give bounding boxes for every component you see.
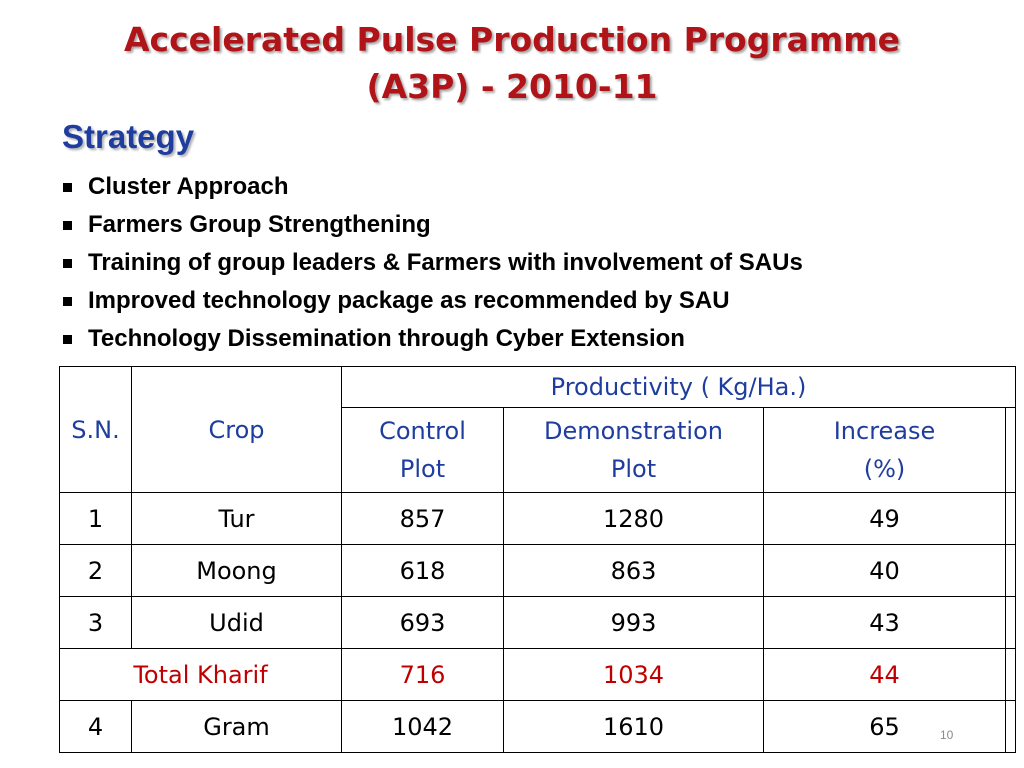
table-row-total: Total Kharif 716 1034 44: [59, 648, 1017, 701]
cell-spacer: [1004, 596, 1017, 649]
cell-demo: 1610: [503, 700, 764, 753]
cell-spacer: [1004, 700, 1017, 753]
cell-increase: 65: [763, 700, 1006, 753]
header-control-line2: Plot: [399, 455, 446, 483]
cell-increase: 44: [763, 648, 1006, 701]
header-productivity: Productivity ( Kg/Ha.): [340, 366, 1017, 408]
table-row: 4 Gram 1042 1610 65: [59, 700, 1017, 753]
cell-control: 618: [341, 544, 504, 597]
strategy-list: Cluster Approach Farmers Group Strengthe…: [62, 168, 803, 358]
cell-crop: Moong: [131, 544, 342, 597]
strategy-heading: Strategy: [62, 118, 195, 155]
list-item: Technology Dissemination through Cyber E…: [62, 320, 803, 358]
list-item-text: Training of group leaders & Farmers with…: [88, 249, 803, 276]
header-demonstration-plot: Demonstration Plot: [503, 407, 764, 493]
square-bullet-icon: [63, 259, 72, 268]
table-row: 2 Moong 618 863 40: [59, 544, 1017, 597]
cell-sn: 4: [59, 700, 132, 753]
header-crop: Crop: [131, 366, 342, 493]
cell-demo: 993: [503, 596, 764, 649]
cell-increase: 49: [763, 492, 1006, 545]
cell-sn: 1: [59, 492, 132, 545]
square-bullet-icon: [63, 297, 72, 306]
cell-spacer: [1004, 492, 1017, 545]
cell-spacer: [1004, 648, 1017, 701]
list-item-text: Farmers Group Strengthening: [88, 211, 431, 238]
table-row: 3 Udid 693 993 43: [59, 596, 1017, 649]
list-item: Training of group leaders & Farmers with…: [62, 244, 803, 282]
square-bullet-icon: [63, 221, 72, 230]
cell-demo: 1280: [503, 492, 764, 545]
cell-demo: 863: [503, 544, 764, 597]
title-line-2: (A3P) - 2010-11: [366, 67, 658, 106]
list-item: Farmers Group Strengthening: [62, 206, 803, 244]
cell-control: 716: [341, 648, 504, 701]
cell-sn: 3: [59, 596, 132, 649]
page-number: 10: [940, 728, 954, 742]
list-item-text: Improved technology package as recommend…: [88, 287, 730, 314]
slide-title: Accelerated Pulse Production Programme (…: [0, 16, 1024, 110]
cell-control: 1042: [341, 700, 504, 753]
header-demo-line2: Plot: [610, 455, 657, 483]
list-item-text: Cluster Approach: [88, 173, 289, 200]
title-line-1: Accelerated Pulse Production Programme: [123, 20, 901, 59]
cell-control: 857: [341, 492, 504, 545]
square-bullet-icon: [63, 335, 72, 344]
header-increase-line1: Increase: [833, 417, 936, 445]
cell-increase: 43: [763, 596, 1006, 649]
cell-spacer: [1004, 544, 1017, 597]
header-sn: S.N.: [59, 366, 132, 493]
header-increase: Increase (%): [763, 407, 1006, 493]
cell-increase: 40: [763, 544, 1006, 597]
square-bullet-icon: [63, 183, 72, 192]
list-item-text: Technology Dissemination through Cyber E…: [88, 325, 685, 352]
cell-sn: 2: [59, 544, 132, 597]
cell-demo: 1034: [503, 648, 764, 701]
cell-control: 693: [341, 596, 504, 649]
header-control-line1: Control: [379, 417, 466, 445]
cell-crop: Udid: [131, 596, 342, 649]
list-item: Cluster Approach: [62, 168, 803, 206]
header-control-plot: Control Plot: [341, 407, 504, 493]
cell-crop: Tur: [131, 492, 342, 545]
header-demo-line1: Demonstration: [544, 417, 723, 445]
header-spacer: [1004, 407, 1017, 493]
cell-total-label: Total Kharif: [59, 648, 342, 701]
header-increase-line2: (%): [863, 455, 906, 483]
productivity-table: S.N. Crop Productivity ( Kg/Ha.) Control…: [59, 366, 1017, 753]
cell-crop: Gram: [131, 700, 342, 753]
list-item: Improved technology package as recommend…: [62, 282, 803, 320]
table-row: 1 Tur 857 1280 49: [59, 492, 1017, 545]
